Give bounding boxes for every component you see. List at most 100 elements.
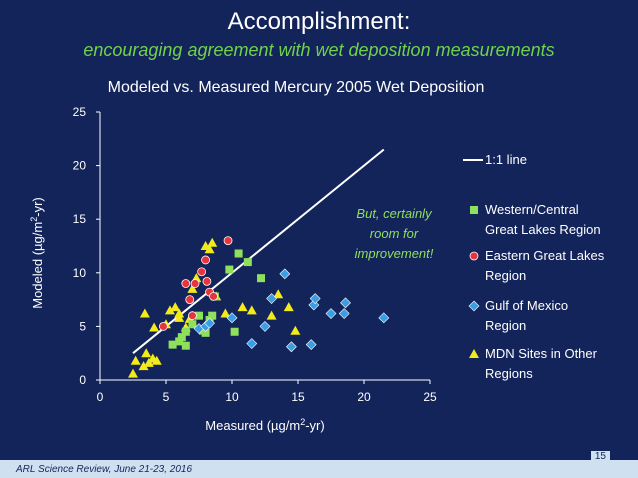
x-tick-label: 10 — [225, 390, 239, 404]
triangle-point — [283, 302, 294, 312]
legend-label: Eastern Great Lakes — [485, 248, 605, 263]
diamond-point — [378, 312, 390, 324]
circle-point — [190, 279, 200, 288]
circle-point — [201, 255, 211, 265]
y-tick-label: 10 — [73, 266, 87, 280]
triangle-point — [237, 302, 248, 312]
annotation-line-3: improvement! — [355, 246, 434, 261]
legend-square-swatch — [470, 206, 478, 214]
circle-point — [197, 267, 207, 277]
slide-title: Accomplishment: — [227, 8, 411, 35]
triangle-point — [164, 305, 175, 315]
annotation-line-1: But, certainly — [356, 206, 433, 221]
footer-text: ARL Science Review, June 21-23, 2016 — [16, 464, 193, 475]
triangle-point — [170, 302, 181, 312]
triangle-point — [149, 322, 160, 332]
y-tick-label: 5 — [79, 319, 86, 333]
triangle-point — [220, 308, 231, 318]
legend-label: Gulf of Mexico — [485, 298, 568, 313]
annotation-line-2: room for — [370, 226, 419, 241]
y-tick-label: 25 — [73, 105, 87, 119]
circle-point — [187, 311, 197, 321]
circle-point — [202, 276, 212, 286]
page-number: 15 — [590, 451, 610, 462]
triangle-point — [187, 283, 198, 293]
square-point — [177, 333, 186, 342]
triangle-point — [141, 348, 152, 358]
triangle-point — [246, 305, 257, 315]
triangle-point — [273, 289, 284, 299]
legend-circle-swatch — [469, 251, 479, 261]
square-point — [225, 265, 234, 274]
x-tick-label: 5 — [163, 390, 170, 404]
x-axis-label: Measured (µg/m2-yr) — [205, 417, 324, 433]
series-square-points — [168, 249, 266, 350]
annotation-box — [342, 200, 446, 266]
diamond-point — [325, 308, 337, 319]
square-point — [208, 311, 217, 320]
chart-marks — [128, 148, 390, 378]
triangle-point — [174, 312, 185, 322]
diamond-point — [285, 341, 297, 353]
legend-label: Great Lakes Region — [485, 222, 601, 237]
diamond-point — [246, 338, 258, 349]
legend-label: Regions — [485, 366, 533, 381]
triangle-point — [138, 361, 149, 371]
slide-footer: ARL Science Review, June 21-23, 2016 — [0, 460, 638, 478]
circle-point — [223, 236, 233, 246]
one-to-one-line — [132, 148, 385, 354]
square-point — [195, 311, 203, 320]
legend-triangle-swatch — [469, 349, 479, 358]
y-axis-label: Modeled (µg/m2-yr) — [29, 197, 45, 309]
diamond-point — [204, 317, 215, 329]
series-circle-points — [158, 236, 233, 331]
triangle-point — [290, 325, 301, 335]
triangle-point — [207, 237, 218, 247]
legend-label: MDN Sites in Other — [485, 346, 598, 361]
diamond-point — [279, 268, 291, 280]
diamond-point — [259, 320, 271, 332]
chart-annotation: But, certainly room for improvement! — [342, 200, 446, 266]
x-tick-label: 0 — [97, 390, 104, 404]
diamond-point — [226, 312, 238, 324]
square-point — [168, 340, 177, 349]
circle-point — [209, 291, 218, 301]
square-point — [175, 337, 184, 346]
square-point — [181, 341, 190, 350]
diamond-point — [266, 293, 278, 304]
triangle-point — [204, 244, 215, 254]
square-point — [257, 274, 266, 283]
circle-point — [158, 321, 168, 331]
chart-legend: 1:1 line Western/Central Great Lakes Regio… — [463, 152, 605, 381]
legend-label: Western/Central — [485, 202, 579, 217]
legend-diamond-swatch — [468, 300, 480, 312]
square-point — [230, 327, 239, 336]
triangle-point — [151, 355, 162, 365]
y-tick-label: 15 — [73, 212, 87, 226]
square-point — [234, 249, 243, 258]
y-tick-label: 20 — [73, 159, 87, 173]
triangle-point — [266, 310, 277, 320]
square-point — [188, 320, 197, 329]
triangle-point — [130, 355, 141, 365]
chart-axes: 0 5 10 15 20 25 0 5 10 15 20 25 — [73, 105, 437, 404]
square-point — [243, 258, 252, 267]
triangle-point — [128, 368, 138, 378]
y-tick-label: 0 — [79, 373, 86, 387]
x-tick-label: 15 — [291, 390, 305, 404]
diamond-point — [340, 297, 351, 309]
legend-label: Region — [485, 268, 526, 283]
circle-point — [181, 279, 191, 288]
x-tick-label: 20 — [357, 390, 371, 404]
legend-label: 1:1 line — [485, 152, 527, 167]
slide-subtitle: encouraging agreement with wet depositio… — [83, 40, 555, 60]
diamond-point — [309, 293, 321, 304]
series-diamond-points — [193, 268, 390, 353]
legend-label: Region — [485, 318, 526, 333]
triangle-point — [139, 308, 150, 318]
square-point — [181, 327, 190, 336]
square-point — [201, 328, 210, 337]
diamond-point — [338, 308, 350, 319]
